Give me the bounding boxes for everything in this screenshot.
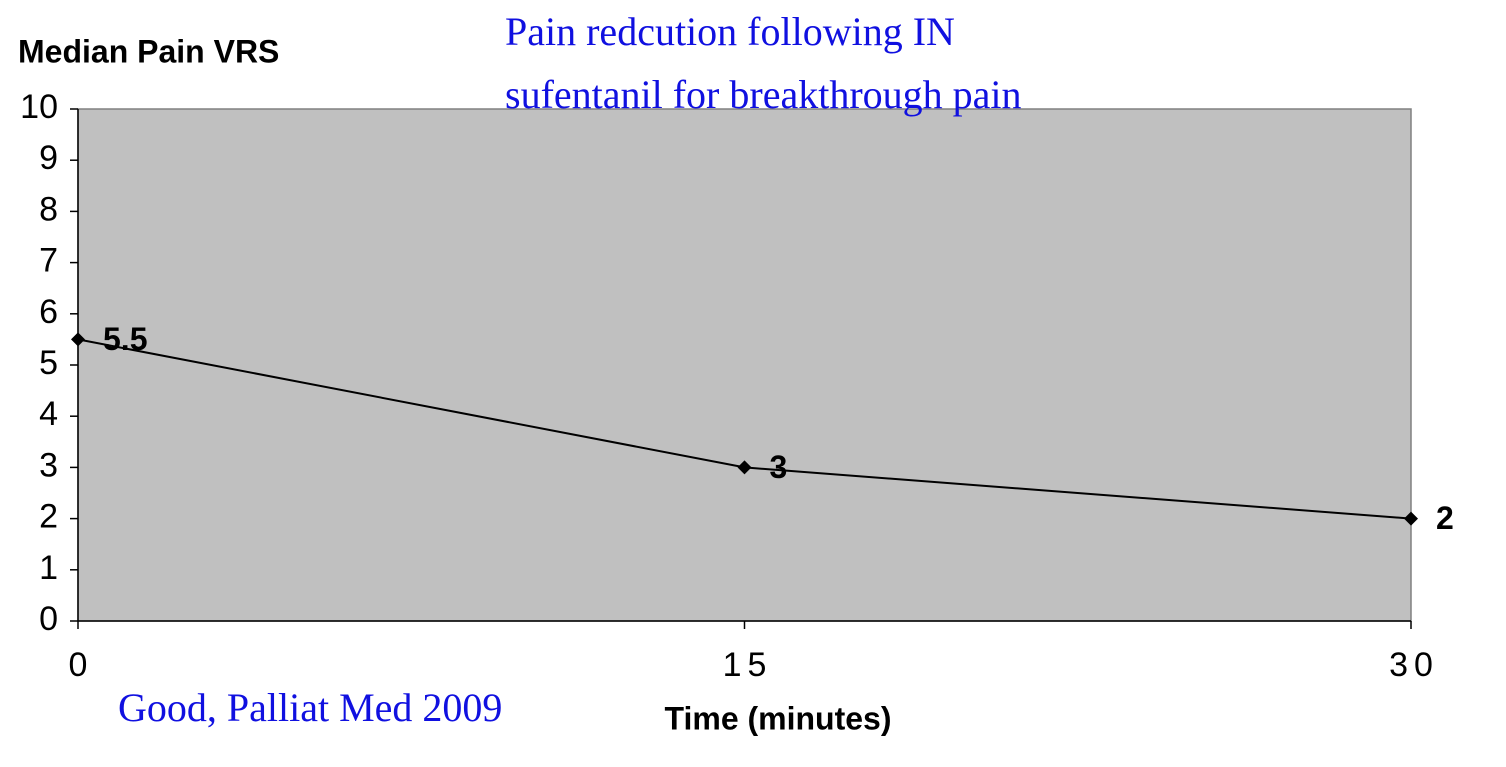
chart-title: sufentanil for breakthrough pain [505,72,1022,117]
data-label: 5.5 [103,321,147,357]
annotation: Good, Palliat Med 2009 [118,685,502,730]
y-tick-label: 2 [39,498,58,536]
x-tick-label: 30 [1389,646,1439,684]
y-tick-label: 9 [39,139,58,177]
plot-area [77,108,1412,622]
y-tick-label: 5 [39,344,58,382]
y-tick-label: 6 [39,293,58,331]
marker [71,332,85,347]
marker [1404,511,1418,526]
y-tick-label: 7 [39,242,58,280]
x-tick-label: 0 [69,646,94,684]
y-tick-label: 0 [39,600,58,638]
y-tick-label: 10 [20,88,58,126]
y-tick-label: 8 [39,190,58,228]
y-tick-label: 3 [39,446,58,484]
y-tick-label: 1 [39,549,58,587]
marker [737,460,752,475]
x-tick-label: 15 [723,646,773,684]
x-axis-label: Time (minutes) [665,700,892,736]
data-label: 3 [770,449,788,485]
chart-title: Pain redcution following IN [505,9,955,54]
y-tick-label: 4 [39,395,58,433]
y-axis-label: Median Pain VRS [18,33,279,69]
data-label: 2 [1436,500,1454,536]
